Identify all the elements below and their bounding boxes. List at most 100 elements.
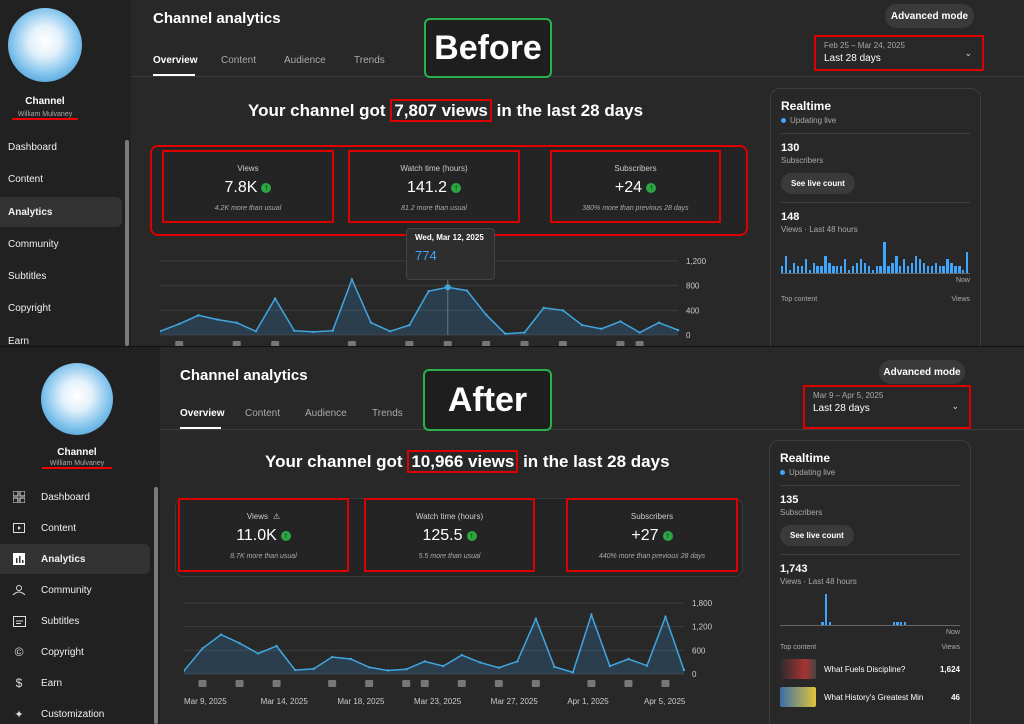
data-point[interactable] bbox=[201, 647, 204, 650]
data-point[interactable] bbox=[312, 330, 315, 334]
watch-time-card[interactable]: Watch time (hours) 141.2 ↑ 81.2 more than… bbox=[348, 150, 520, 223]
top-video-row[interactable]: What History's Greatest Min 46 bbox=[780, 687, 960, 707]
data-point[interactable] bbox=[184, 669, 186, 673]
realtime-bar[interactable] bbox=[788, 269, 792, 273]
data-point[interactable] bbox=[238, 642, 241, 645]
sidebar-item-community[interactable]: Community bbox=[0, 575, 150, 605]
realtime-bar[interactable] bbox=[840, 266, 843, 273]
realtime-bar[interactable] bbox=[824, 255, 827, 273]
upload-marker-icon[interactable] bbox=[232, 341, 241, 346]
data-point[interactable] bbox=[293, 329, 296, 332]
realtime-bar[interactable] bbox=[804, 259, 807, 273]
realtime-bar[interactable] bbox=[922, 262, 926, 273]
upload-marker-icon[interactable] bbox=[482, 341, 491, 346]
avatar[interactable] bbox=[8, 8, 82, 82]
data-point[interactable] bbox=[330, 655, 334, 659]
sidebar-item-community[interactable]: Community bbox=[8, 238, 59, 250]
data-point[interactable] bbox=[534, 617, 538, 620]
realtime-bar-chart[interactable] bbox=[780, 594, 960, 626]
views-chart[interactable]: 1,800 1,200 600 0 Mar 9, 2025 Mar 14, 2025 Mar… bbox=[184, 597, 724, 719]
realtime-bar[interactable] bbox=[903, 621, 906, 625]
tab-trends[interactable]: Trends bbox=[354, 55, 385, 66]
data-point[interactable] bbox=[590, 613, 593, 617]
realtime-bar[interactable] bbox=[812, 262, 815, 273]
upload-marker-icon[interactable] bbox=[661, 680, 670, 687]
realtime-bar[interactable] bbox=[784, 255, 788, 273]
realtime-bar[interactable] bbox=[821, 621, 824, 625]
data-point[interactable] bbox=[676, 328, 680, 332]
sidebar-item-content[interactable]: Content bbox=[0, 513, 150, 543]
realtime-bar[interactable] bbox=[828, 621, 831, 625]
date-range-selector[interactable]: Mar 9 – Apr 5, 2025 Last 28 days ⌄ bbox=[803, 385, 971, 429]
data-point[interactable] bbox=[657, 321, 661, 324]
data-point[interactable] bbox=[423, 660, 426, 663]
data-point[interactable] bbox=[523, 331, 526, 334]
date-range-selector[interactable]: Feb 25 – Mar 24, 2025 Last 28 days ⌄ bbox=[814, 35, 984, 71]
realtime-bar[interactable] bbox=[910, 262, 914, 273]
data-point[interactable] bbox=[516, 660, 519, 663]
realtime-bar[interactable] bbox=[832, 266, 835, 273]
see-live-count-button[interactable]: See live count bbox=[780, 525, 854, 546]
realtime-bar[interactable] bbox=[800, 266, 804, 273]
data-point[interactable] bbox=[219, 633, 223, 636]
data-point[interactable] bbox=[460, 653, 463, 657]
advanced-mode-button[interactable]: Advanced mode bbox=[879, 360, 965, 384]
realtime-bar[interactable] bbox=[836, 266, 839, 273]
realtime-bar[interactable] bbox=[907, 266, 910, 273]
avatar[interactable] bbox=[41, 363, 113, 435]
data-point[interactable] bbox=[504, 332, 507, 335]
realtime-bar[interactable] bbox=[954, 266, 957, 273]
realtime-bar[interactable] bbox=[863, 262, 867, 273]
data-point[interactable] bbox=[350, 278, 354, 281]
data-point[interactable] bbox=[479, 661, 482, 664]
sidebar-item-content[interactable]: Content bbox=[8, 173, 44, 185]
data-point[interactable] bbox=[484, 313, 488, 316]
upload-marker-icon[interactable] bbox=[272, 680, 281, 687]
upload-marker-icon[interactable] bbox=[624, 680, 633, 687]
data-point[interactable] bbox=[273, 297, 277, 300]
realtime-bar[interactable] bbox=[958, 266, 961, 273]
realtime-bar[interactable] bbox=[896, 621, 899, 625]
realtime-bar-chart[interactable] bbox=[781, 242, 970, 274]
data-point[interactable] bbox=[369, 321, 373, 324]
tab-audience[interactable]: Audience bbox=[305, 408, 347, 419]
upload-marker-icon[interactable] bbox=[531, 680, 540, 687]
views-card[interactable]: Views ⚠ 11.0K ↑ 8.7K more than usual bbox=[178, 498, 349, 572]
sidebar-item-subtitles[interactable]: Subtitles bbox=[8, 270, 47, 282]
realtime-bar[interactable] bbox=[871, 269, 874, 273]
upload-marker-icon[interactable] bbox=[175, 341, 184, 346]
data-point[interactable] bbox=[197, 314, 200, 317]
data-point[interactable] bbox=[312, 667, 315, 671]
upload-marker-icon[interactable] bbox=[558, 341, 567, 346]
data-point[interactable] bbox=[275, 644, 278, 648]
tab-audience[interactable]: Audience bbox=[284, 55, 326, 66]
tab-overview[interactable]: Overview bbox=[180, 408, 225, 419]
sidebar-item-subtitles[interactable]: Subtitles bbox=[0, 606, 150, 636]
sidebar-item-dashboard[interactable]: Dashboard bbox=[8, 141, 57, 153]
realtime-bar[interactable] bbox=[895, 255, 898, 273]
sidebar-scrollbar[interactable] bbox=[125, 140, 129, 346]
data-point[interactable] bbox=[608, 664, 612, 668]
sidebar-item-analytics[interactable]: Analytics bbox=[0, 197, 122, 227]
realtime-bar[interactable] bbox=[914, 255, 918, 273]
data-point[interactable] bbox=[160, 330, 162, 333]
realtime-bar[interactable] bbox=[808, 269, 811, 273]
realtime-bar[interactable] bbox=[887, 266, 890, 273]
sidebar-item-dashboard[interactable]: Dashboard bbox=[0, 482, 150, 512]
sidebar-item-analytics[interactable]: Analytics bbox=[0, 544, 150, 574]
realtime-bar[interactable] bbox=[946, 259, 949, 273]
realtime-bar[interactable] bbox=[816, 266, 819, 273]
data-point[interactable] bbox=[405, 668, 408, 671]
views-card[interactable]: Views 7.8K ↑ 4.2K more than usual bbox=[162, 150, 334, 223]
sidebar-scrollbar[interactable] bbox=[154, 487, 158, 724]
upload-marker-icon[interactable] bbox=[494, 680, 503, 687]
realtime-bar[interactable] bbox=[796, 266, 800, 273]
data-point[interactable] bbox=[580, 323, 584, 327]
realtime-bar[interactable] bbox=[875, 266, 878, 273]
data-point[interactable] bbox=[553, 665, 556, 669]
realtime-bar[interactable] bbox=[938, 266, 941, 273]
data-point[interactable] bbox=[293, 668, 297, 672]
data-point[interactable] bbox=[664, 615, 667, 619]
upload-marker-icon[interactable] bbox=[328, 680, 337, 687]
data-point[interactable] bbox=[497, 666, 501, 669]
